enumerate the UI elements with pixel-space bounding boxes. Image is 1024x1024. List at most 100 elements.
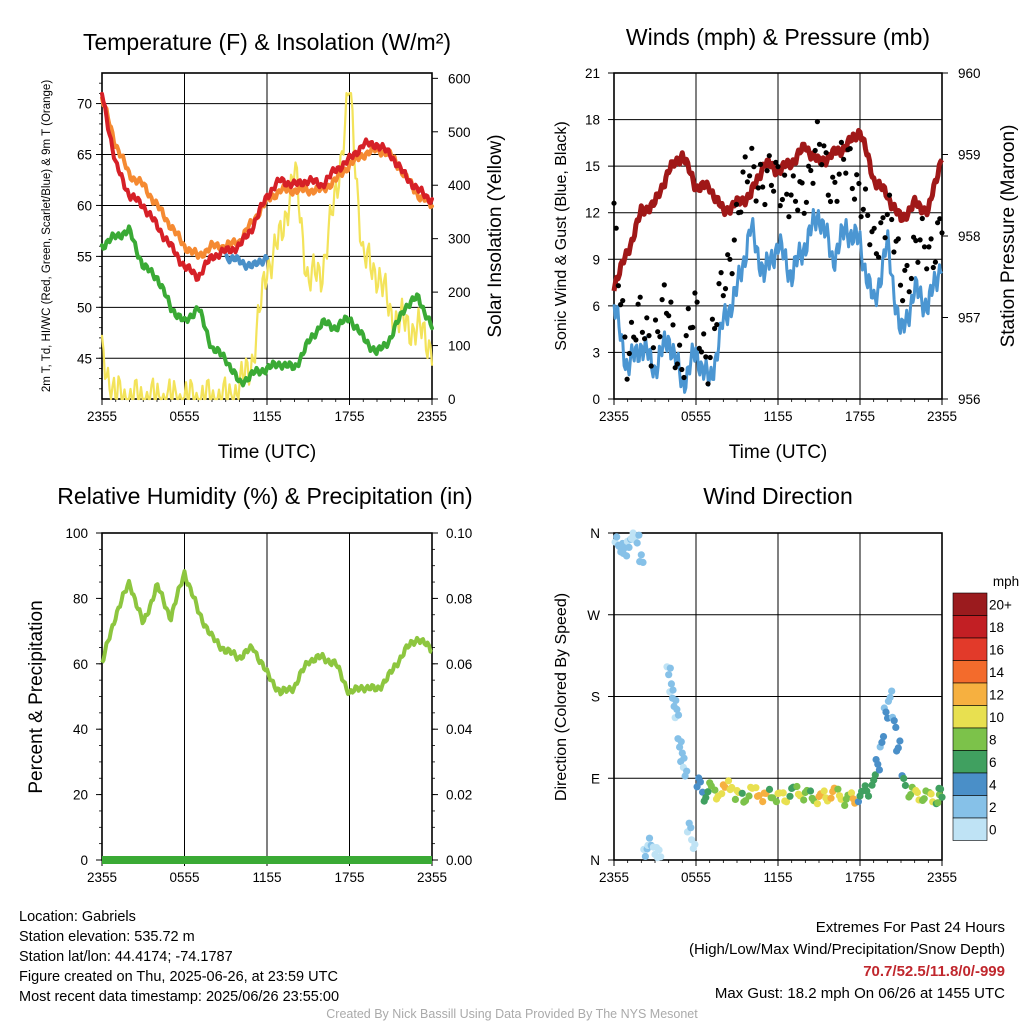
gust-point xyxy=(880,215,886,221)
direction-point xyxy=(683,767,691,775)
gust-point xyxy=(904,262,910,269)
direction-point xyxy=(765,785,774,794)
direction-point xyxy=(623,552,631,560)
gust-point xyxy=(795,207,801,213)
gust-point xyxy=(847,146,853,152)
gust-point xyxy=(928,236,934,242)
temp-y-tick-label: 50 xyxy=(77,300,92,315)
wind-x-tick-label: 1755 xyxy=(845,409,875,424)
direction-point xyxy=(687,824,695,832)
gust-point xyxy=(854,172,860,178)
rh-x-tick-label: 2355 xyxy=(417,870,447,885)
gust-point xyxy=(843,170,849,176)
wind-y2-tick-label: 958 xyxy=(958,229,981,244)
gust-point xyxy=(659,297,665,303)
direction-point xyxy=(913,788,922,797)
direction-point xyxy=(667,680,676,688)
direction-point xyxy=(613,533,621,541)
gust-point xyxy=(637,294,643,300)
rh-title: Relative Humidity (%) & Precipitation (i… xyxy=(57,483,472,509)
direction-point xyxy=(672,696,680,705)
gust-point xyxy=(937,216,943,222)
gust-point xyxy=(889,216,895,223)
temp-y-tick-label: 55 xyxy=(77,249,92,264)
colorbar-swatch xyxy=(952,772,988,796)
colorbar-label: 6 xyxy=(989,755,997,770)
direction-point xyxy=(834,785,842,793)
direction-point xyxy=(674,711,683,719)
gust-point xyxy=(782,172,788,178)
direction-point xyxy=(920,795,928,803)
rh-y2-tick-label: 0.10 xyxy=(446,526,472,541)
dir-y-tick-label: N xyxy=(590,853,600,868)
series-line-relative-humidity xyxy=(100,569,433,697)
direction-points xyxy=(611,529,946,862)
direction-point xyxy=(874,760,882,768)
gust-point xyxy=(801,210,807,216)
wind-y-tick-label: 6 xyxy=(592,299,600,314)
gust-point xyxy=(808,167,814,174)
gust-point xyxy=(908,275,915,282)
colorbar-swatch xyxy=(952,637,988,661)
gust-point xyxy=(819,162,825,168)
gust-point xyxy=(856,180,862,187)
wind-x-axis-label: Time (UTC) xyxy=(729,442,828,463)
gust-point xyxy=(849,185,855,192)
colorbar-swatch xyxy=(952,705,988,729)
dir-y-tick-label: S xyxy=(591,690,600,705)
rh-x-tick-label: 2355 xyxy=(87,870,117,885)
rh-y-tick-label: 20 xyxy=(73,788,88,803)
direction-point xyxy=(927,790,935,798)
series-line-solar-insolation xyxy=(100,92,434,401)
max-gust: Max Gust: 18.2 mph On 06/26 at 1455 UTC xyxy=(714,985,1005,1002)
colorbar-swatch xyxy=(952,817,988,841)
gust-point xyxy=(900,298,906,304)
gust-point xyxy=(677,342,683,348)
gust-point xyxy=(935,220,941,226)
direction-point xyxy=(813,800,822,808)
gust-point xyxy=(635,301,641,307)
gust-point xyxy=(639,329,646,335)
gust-point xyxy=(657,334,663,340)
gust-point xyxy=(670,322,676,328)
gust-point xyxy=(650,345,657,351)
colorbar-label: 8 xyxy=(989,732,997,747)
direction-point xyxy=(841,801,849,810)
gust-point xyxy=(814,119,821,125)
colorbar-title: mph xyxy=(993,574,1019,589)
gust-point xyxy=(618,302,624,308)
gust-point xyxy=(788,192,794,198)
temp-y-tick-label: 65 xyxy=(77,148,92,163)
gust-point xyxy=(698,349,705,355)
gust-point xyxy=(620,298,626,304)
gust-point xyxy=(766,153,772,159)
colorbar-swatch xyxy=(952,682,988,706)
direction-point xyxy=(677,738,685,746)
dir-y-axis-label: Direction (Colored By Speed) xyxy=(553,593,570,801)
gust-point xyxy=(812,147,818,154)
direction-point xyxy=(896,737,904,745)
gust-point xyxy=(668,299,674,305)
gust-point xyxy=(921,244,928,250)
rh-y-tick-label: 0 xyxy=(80,853,88,868)
gust-point xyxy=(646,333,652,339)
gust-point xyxy=(622,334,628,340)
gust-point xyxy=(841,156,847,162)
direction-point xyxy=(724,777,733,785)
gust-point xyxy=(727,256,733,262)
direction-point xyxy=(676,743,684,751)
figure-created: Figure created on Thu, 2025-06-26, at 23… xyxy=(19,969,338,985)
gust-point xyxy=(744,179,751,185)
gust-point xyxy=(792,198,799,204)
gust-point xyxy=(718,270,724,276)
colorbar-swatch xyxy=(952,795,988,819)
gust-point xyxy=(871,225,877,231)
direction-point xyxy=(691,840,699,849)
direction-point xyxy=(673,705,681,714)
temp-y2-tick-label: 100 xyxy=(448,339,471,354)
direction-point xyxy=(655,846,663,854)
gust-point xyxy=(628,319,635,325)
gust-point xyxy=(906,289,912,295)
series-line-wind xyxy=(612,208,944,394)
gust-point xyxy=(633,337,639,343)
